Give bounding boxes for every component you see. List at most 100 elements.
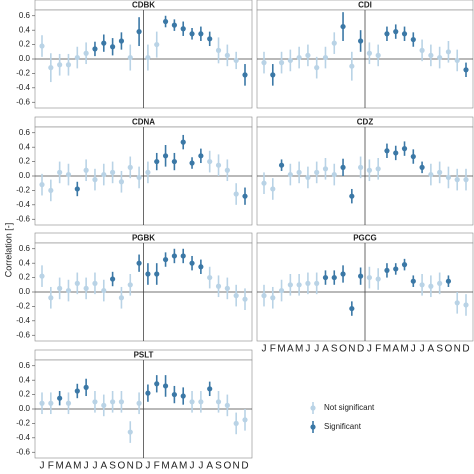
point [242, 72, 248, 78]
y-tick-label: -0.2 [16, 69, 30, 78]
point [180, 139, 186, 145]
point [65, 287, 72, 294]
point [322, 166, 329, 172]
y-tick-label: 0.4 [19, 142, 31, 151]
point [198, 31, 204, 37]
x-tick-label: M [400, 344, 408, 355]
point [233, 420, 239, 427]
point [74, 388, 80, 394]
point [65, 171, 72, 178]
point [48, 65, 54, 71]
point [296, 169, 302, 175]
legend-label: Not significant [324, 403, 375, 412]
x-tick-label: D [241, 461, 248, 472]
point [110, 276, 116, 282]
point [314, 280, 320, 286]
point [83, 167, 89, 173]
point [171, 391, 177, 398]
y-tick-label: -0.4 [16, 83, 30, 92]
x-tick-label: A [392, 344, 399, 355]
point [110, 44, 116, 50]
x-tick-label: N [127, 461, 134, 472]
point [162, 18, 169, 25]
y-tick-label: 0.2 [19, 390, 31, 399]
y-tick-label: -0.2 [16, 186, 30, 195]
point [207, 386, 213, 392]
y-tick-label: 0.4 [19, 375, 31, 384]
point [445, 49, 452, 55]
point [48, 187, 54, 194]
point [154, 158, 160, 165]
x-tick-label: M [161, 461, 169, 472]
point [233, 57, 239, 64]
point [92, 280, 98, 286]
point [410, 36, 416, 43]
panel-title: CDI [358, 1, 372, 10]
x-tick-label: N [348, 344, 355, 355]
point [270, 72, 276, 78]
point [198, 153, 204, 159]
y-tick-label: -0.2 [16, 419, 30, 428]
point [322, 274, 329, 281]
point [322, 54, 329, 61]
point [127, 164, 133, 170]
point [101, 402, 107, 408]
point [145, 390, 151, 396]
point [154, 271, 160, 277]
x-tick-label: A [65, 461, 72, 472]
point [287, 282, 293, 288]
point [74, 54, 80, 61]
x-tick-label: J [314, 344, 319, 355]
point [224, 285, 230, 291]
point [48, 295, 54, 301]
point [162, 256, 169, 263]
point [92, 399, 98, 405]
x-tick-label: M [179, 461, 187, 472]
point [39, 273, 45, 279]
point [428, 52, 434, 58]
point [331, 171, 337, 178]
x-tick-label: J [145, 461, 150, 472]
y-tick-label: 0.6 [19, 11, 31, 20]
point [437, 280, 443, 286]
point [189, 31, 195, 37]
point [224, 167, 230, 173]
x-tick-label: O [445, 344, 453, 355]
y-tick-label: 0.6 [19, 361, 31, 370]
x-tick-label: S [331, 344, 338, 355]
point [57, 285, 63, 291]
point [180, 253, 186, 259]
legend-label: Significant [324, 422, 362, 431]
point [463, 177, 469, 183]
y-tick-label: 0.0 [19, 287, 31, 296]
point [366, 274, 372, 281]
point [270, 186, 276, 192]
y-tick-label: 0.2 [19, 40, 31, 49]
point [224, 52, 230, 58]
point [145, 271, 151, 277]
point [39, 182, 45, 188]
point [349, 63, 355, 69]
y-tick-label: -0.2 [16, 302, 30, 311]
x-tick-label: F [154, 461, 160, 472]
x-tick-label: J [190, 461, 195, 472]
point [331, 40, 337, 46]
point [331, 274, 337, 281]
x-tick-label: M [295, 344, 303, 355]
point [393, 29, 399, 35]
point [287, 171, 293, 178]
x-tick-label: O [223, 461, 231, 472]
y-tick-label: 0.2 [19, 157, 31, 166]
x-tick-label: D [357, 344, 364, 355]
x-tick-label: J [420, 344, 425, 355]
point [74, 186, 80, 192]
y-axis-label: Correlation [-] [3, 223, 13, 278]
x-tick-label: J [198, 461, 203, 472]
x-tick-label: A [287, 344, 294, 355]
point [118, 399, 125, 405]
point [454, 57, 460, 64]
point [375, 166, 381, 172]
point [296, 54, 302, 61]
panel-title: CDZ [357, 118, 374, 127]
point [92, 177, 98, 183]
